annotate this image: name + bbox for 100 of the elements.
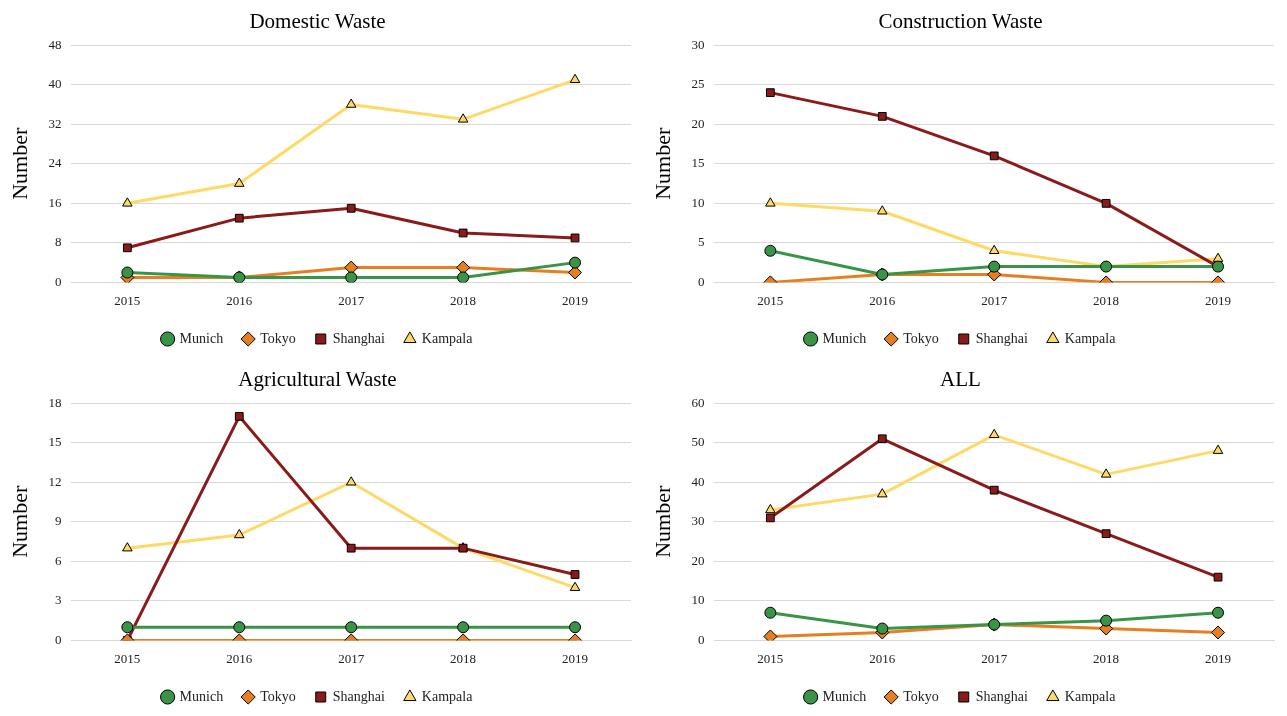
- y-tick-label: 8: [54, 234, 62, 250]
- point: [234, 177, 245, 187]
- point: [1212, 444, 1224, 454]
- point: [877, 488, 888, 498]
- legend-label: Kampala: [1064, 330, 1117, 346]
- y-tick-label: 9: [54, 513, 62, 529]
- y-tick-label: 10: [691, 592, 705, 608]
- y-axis-title: Number: [649, 127, 675, 200]
- point: [345, 271, 358, 283]
- x-tick-label: 2017: [981, 292, 1008, 308]
- point: [345, 98, 357, 108]
- point: [570, 233, 580, 243]
- point: [877, 205, 888, 215]
- x-tick-label: 2017: [981, 650, 1008, 666]
- point: [457, 621, 470, 634]
- point: [233, 621, 246, 634]
- point: [1212, 252, 1224, 262]
- point: [345, 476, 357, 486]
- x-tick-label: 2019: [562, 650, 589, 666]
- point: [234, 213, 244, 223]
- y-tick-label: 6: [54, 552, 62, 568]
- legend-label: Shanghai: [975, 688, 1028, 704]
- point: [1211, 625, 1226, 640]
- chart-title: Agricultural Waste: [238, 367, 397, 392]
- x-tick-label: 2016: [869, 292, 896, 308]
- y-tick-label: 24: [48, 155, 62, 171]
- point: [765, 513, 775, 523]
- chart-title: Domestic Waste: [249, 9, 386, 34]
- point: [457, 113, 469, 123]
- legend-label: Kampala: [421, 330, 474, 346]
- point: [569, 73, 581, 84]
- y-tick-label: 48: [48, 36, 62, 52]
- legend-label: Tokyo: [903, 688, 939, 704]
- point: [458, 228, 468, 238]
- y-axis-title: Number: [649, 485, 675, 558]
- legend-label: Munich: [822, 688, 867, 704]
- point: [569, 581, 581, 591]
- x-tick-label: 2015: [757, 650, 784, 666]
- point: [569, 256, 582, 269]
- y-tick-label: 12: [48, 473, 62, 489]
- point: [1101, 529, 1111, 539]
- x-tick-label: 2018: [1093, 292, 1120, 308]
- y-tick-label: 20: [691, 552, 705, 568]
- x-tick-label: 2019: [1205, 292, 1232, 308]
- point: [121, 621, 134, 634]
- y-axis-title: Number: [6, 127, 32, 200]
- point: [457, 271, 470, 283]
- point: [456, 260, 471, 275]
- point: [1100, 468, 1112, 478]
- y-tick-label: 16: [48, 194, 62, 210]
- legend-label: Tokyo: [260, 330, 296, 346]
- point: [1100, 614, 1113, 627]
- point: [344, 260, 359, 275]
- legend-label: Munich: [822, 330, 867, 346]
- y-tick-label: 3: [54, 592, 62, 608]
- point: [763, 629, 778, 641]
- chart-title: Construction Waste: [878, 9, 1043, 34]
- x-tick-label: 2019: [562, 292, 589, 308]
- legend-label: Munich: [179, 688, 224, 704]
- y-tick-label: 40: [48, 76, 62, 92]
- x-tick-label: 2015: [114, 650, 141, 666]
- y-tick-label: 50: [691, 434, 705, 450]
- y-tick-label: 15: [691, 155, 705, 171]
- point: [234, 528, 245, 539]
- x-tick-label: 2016: [869, 650, 896, 666]
- point: [764, 244, 777, 257]
- y-tick-label: 60: [691, 394, 705, 410]
- y-axis-title: Number: [6, 485, 32, 558]
- x-tick-label: 2016: [226, 292, 253, 308]
- y-tick-label: 0: [54, 273, 62, 289]
- legend-label: Munich: [179, 330, 224, 346]
- y-tick-label: 0: [697, 273, 705, 289]
- x-tick-label: 2016: [226, 650, 253, 666]
- y-tick-label: 25: [691, 76, 705, 92]
- point: [988, 428, 1000, 439]
- point: [234, 411, 244, 421]
- point: [765, 88, 775, 98]
- y-tick-label: 18: [48, 394, 62, 410]
- legend-label: Tokyo: [903, 330, 939, 346]
- x-tick-label: 2019: [1205, 650, 1232, 666]
- point: [346, 543, 356, 553]
- y-tick-label: 10: [691, 194, 705, 210]
- y-tick-label: 40: [691, 473, 705, 489]
- y-tick-label: 30: [691, 513, 705, 529]
- point: [1213, 572, 1223, 582]
- x-tick-label: 2017: [338, 292, 365, 308]
- x-tick-label: 2015: [757, 292, 784, 308]
- point: [877, 111, 887, 121]
- point: [764, 606, 777, 619]
- point: [876, 622, 889, 635]
- y-tick-label: 0: [697, 631, 705, 647]
- x-tick-label: 2015: [114, 292, 141, 308]
- point: [345, 621, 358, 634]
- point: [346, 203, 356, 213]
- point: [989, 485, 999, 495]
- y-tick-label: 20: [691, 115, 705, 131]
- point: [1101, 198, 1111, 208]
- point: [988, 244, 1000, 255]
- y-tick-label: 32: [48, 115, 62, 131]
- legend-label: Shanghai: [975, 330, 1028, 346]
